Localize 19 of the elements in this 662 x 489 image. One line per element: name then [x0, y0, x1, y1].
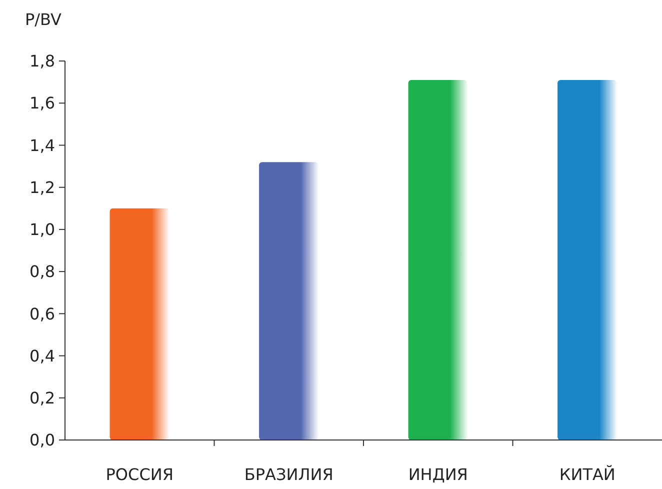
x-tick-label: БРАЗИЛИЯ [244, 465, 334, 484]
y-tick-label: 1,0 [30, 220, 55, 240]
y-tick-label: 0,4 [30, 346, 55, 366]
y-tick-label: 0,8 [30, 262, 55, 282]
y-axis-title: P/BV [25, 10, 62, 29]
y-tick-label: 1,4 [30, 136, 55, 155]
y-tick-label: 0,0 [30, 430, 55, 450]
y-tick-label: 0,6 [30, 304, 55, 324]
bar [110, 208, 170, 440]
y-tick-label: 1,8 [30, 52, 55, 71]
y-tick-label: 1,2 [30, 178, 55, 197]
y-tick-label: 1,6 [30, 94, 55, 113]
bar [558, 80, 618, 440]
x-tick-label: ИНДИЯ [408, 465, 468, 484]
bar [259, 162, 319, 440]
bar [408, 80, 468, 440]
x-tick-label: КИТАЙ [559, 465, 616, 484]
x-tick-label: РОССИЯ [106, 465, 174, 484]
y-tick-label: 0,2 [30, 388, 55, 408]
